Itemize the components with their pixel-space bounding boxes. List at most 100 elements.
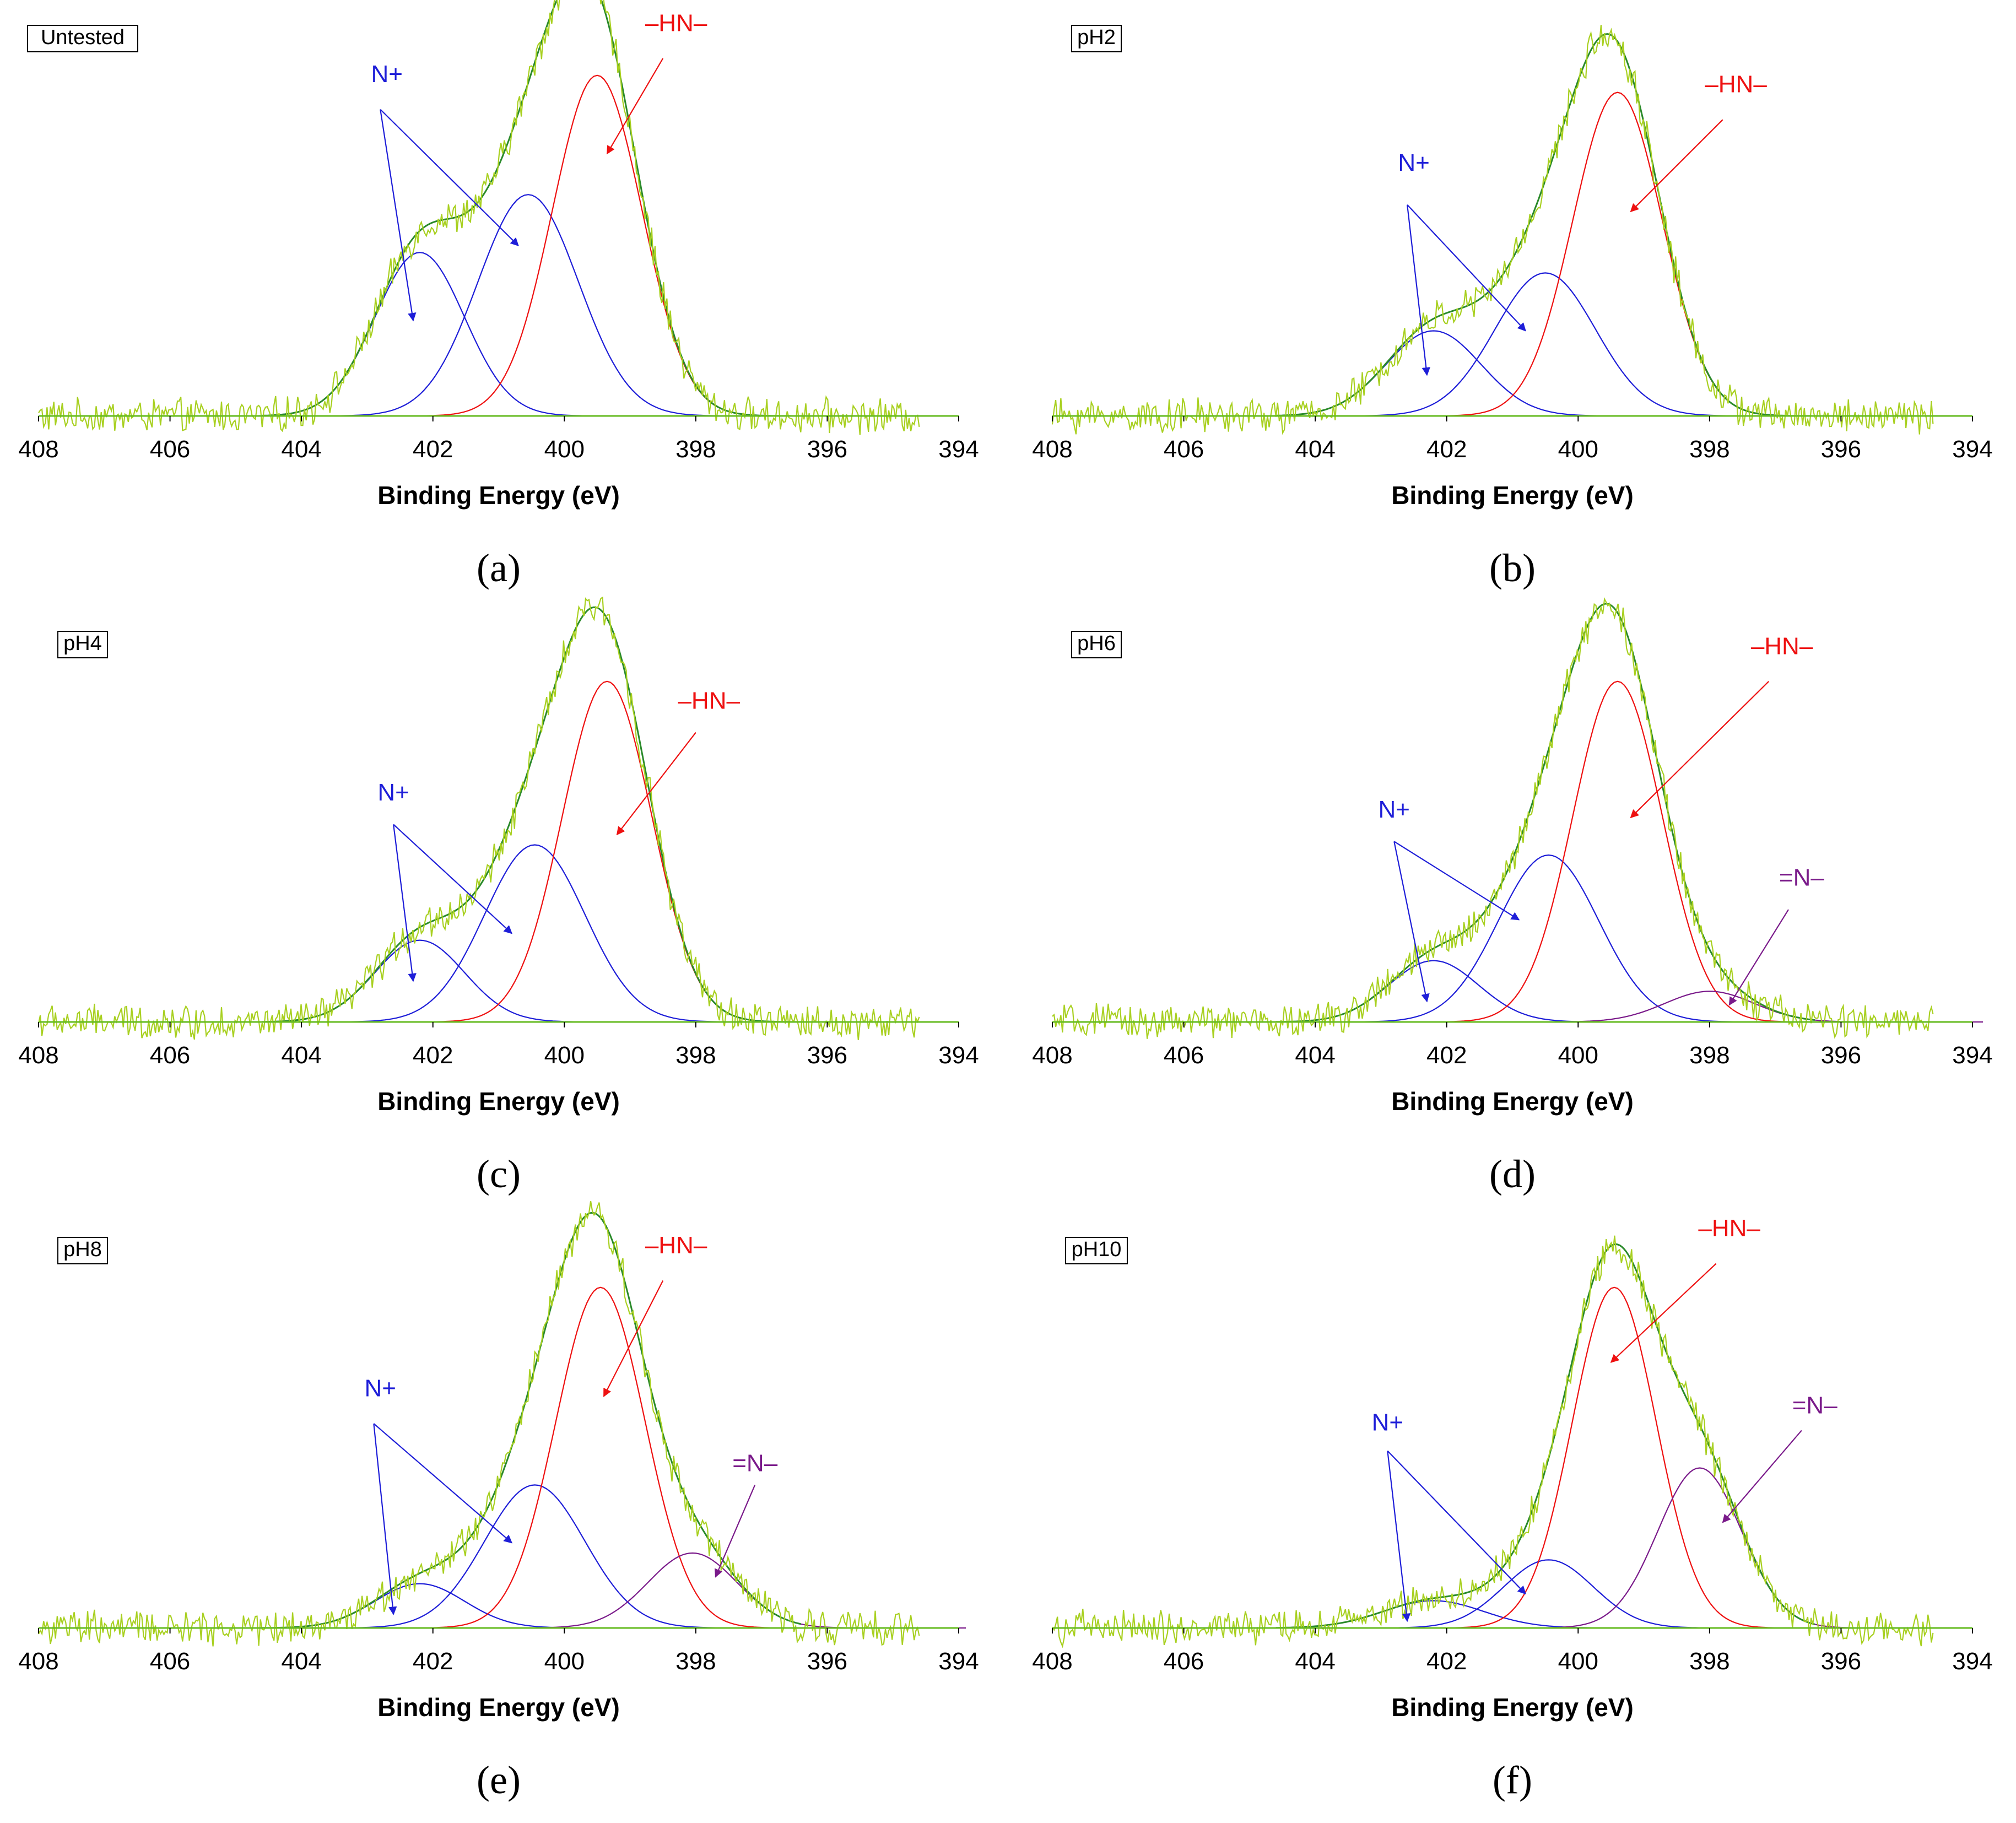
badge-frame <box>27 25 138 52</box>
panel-caption: (a) <box>477 546 521 590</box>
badge-frame <box>1071 25 1122 52</box>
x-tick-label: 404 <box>1295 1648 1335 1675</box>
raw-spectrum <box>38 1201 920 1647</box>
annotation-arrow <box>1387 1451 1411 1622</box>
component-curve <box>146 252 694 417</box>
panel-badge: pH8 <box>57 1237 108 1264</box>
annotation-label: =N– <box>1779 864 1824 891</box>
panel-caption: (b) <box>1489 546 1536 590</box>
peak-annotation: N+ <box>1379 796 1520 1003</box>
component-curve <box>333 680 881 1023</box>
x-axis-title: Binding Energy (eV) <box>1391 1693 1634 1722</box>
envelope-fit <box>1275 1243 1815 1629</box>
peak-annotation: –HN– <box>603 1232 707 1398</box>
badge-frame <box>57 1237 108 1264</box>
peak-annotation: =N– <box>715 1450 778 1578</box>
raw-spectrum <box>37 596 920 1040</box>
panel-5: pH8 408 406 404 402 400 398 396 394 Binding Energ… <box>18 1201 979 1802</box>
panel-badge: pH4 <box>57 631 108 658</box>
x-tick-label: 396 <box>807 1648 847 1675</box>
annotation-arrow <box>373 1423 513 1544</box>
x-tick-label: 402 <box>413 1648 453 1675</box>
component-curve <box>146 1583 694 1629</box>
x-tick-label: 400 <box>1558 1042 1598 1069</box>
x-tick-label: 408 <box>18 1042 58 1069</box>
x-tick-label: 394 <box>938 1648 979 1675</box>
annotation-label: N+ <box>371 61 402 88</box>
component-curve <box>220 194 836 417</box>
x-axis-title: Binding Energy (eV) <box>1391 481 1634 510</box>
x-axis-title: Binding Energy (eV) <box>377 1693 620 1722</box>
annotation-label: N+ <box>1398 149 1429 176</box>
x-tick-label: 402 <box>1426 1648 1467 1675</box>
annotation-arrow <box>606 58 664 155</box>
annotation-label: –HN– <box>1751 632 1813 659</box>
x-tick-label: 398 <box>675 436 716 463</box>
x-tick-label: 396 <box>1821 1648 1861 1675</box>
raw-spectrum <box>1052 1235 1934 1648</box>
peak-annotation: –HN– <box>1630 71 1767 213</box>
x-tick-label: 398 <box>1689 436 1729 463</box>
annotation-arrow <box>1630 119 1723 213</box>
annotation-arrow <box>1630 681 1769 819</box>
component-curve <box>1344 680 1891 1023</box>
panel-2: pH2 408 406 404 402 400 398 396 394 Binding Energ… <box>1032 25 1993 590</box>
x-tick-label: 396 <box>807 436 847 463</box>
x-tick-label: 406 <box>150 1648 190 1675</box>
badge-label: pH8 <box>63 1238 102 1261</box>
panel-badge: pH2 <box>1071 25 1122 52</box>
x-axis-title: Binding Energy (eV) <box>1391 1087 1634 1116</box>
annotation-arrow <box>393 824 512 934</box>
x-tick-label: 400 <box>544 436 585 463</box>
panel-4: pH6 408 406 404 402 400 398 396 394 Binding Energ… <box>1032 597 1993 1196</box>
annotation-arrow <box>1387 1450 1526 1595</box>
x-tick-label: 402 <box>1426 1042 1467 1069</box>
panel-3: pH4 408 406 404 402 400 398 396 394 Binding Energ… <box>18 596 979 1196</box>
annotation-label: –HN– <box>645 9 707 36</box>
badge-frame <box>1065 1237 1128 1264</box>
x-tick-label: 408 <box>1032 1042 1072 1069</box>
annotation-label: –HN– <box>1698 1215 1760 1242</box>
badge-label: pH6 <box>1077 632 1116 655</box>
x-tick-label: 406 <box>1164 1648 1204 1675</box>
annotation-arrow <box>1722 1430 1802 1523</box>
annotation-label: N+ <box>1379 796 1410 823</box>
x-tick-label: 402 <box>413 1042 453 1069</box>
x-tick-label: 394 <box>1952 1042 1992 1069</box>
x-tick-label: 404 <box>281 1648 321 1675</box>
component-curve <box>1443 1467 1956 1629</box>
x-tick-label: 406 <box>1164 1042 1204 1069</box>
x-tick-label: 396 <box>1821 436 1861 463</box>
annotation-arrow <box>1393 841 1430 1003</box>
raw-spectrum <box>38 0 920 435</box>
x-tick-label: 398 <box>675 1042 716 1069</box>
x-tick-label: 396 <box>1821 1042 1861 1069</box>
annotation-arrow <box>1407 204 1526 332</box>
panel-6: pH10 408 406 404 402 400 398 396 394 Binding Ener… <box>1032 1215 1992 1802</box>
panel-caption: (e) <box>477 1758 521 1802</box>
badge-frame <box>1071 631 1122 658</box>
envelope-fit <box>1275 603 1815 1023</box>
peak-annotation: N+ <box>365 1375 513 1615</box>
annotation-arrow <box>603 1280 664 1398</box>
panel-caption: (c) <box>477 1152 521 1196</box>
peak-annotation: N+ <box>1398 149 1526 376</box>
x-tick-label: 404 <box>1295 436 1335 463</box>
badge-frame <box>57 631 108 658</box>
x-axis-title: Binding Energy (eV) <box>377 481 620 510</box>
badge-label: pH4 <box>63 632 102 655</box>
panel-caption: (f) <box>1493 1758 1532 1802</box>
peak-annotation: =N– <box>1728 864 1824 1006</box>
component-curve <box>323 74 871 417</box>
component-curve <box>227 1484 842 1629</box>
x-tick-label: 400 <box>544 1648 585 1675</box>
annotation-label: –HN– <box>678 687 740 714</box>
annotation-arrow <box>1407 204 1430 376</box>
x-tick-label: 408 <box>1032 436 1072 463</box>
panel-badge: pH10 <box>1065 1237 1128 1264</box>
annotation-arrow <box>1610 1263 1717 1363</box>
raw-spectrum <box>1052 597 1934 1039</box>
peak-annotation: N+ <box>377 779 512 982</box>
annotation-arrow <box>1393 841 1520 921</box>
annotation-label: –HN– <box>645 1232 707 1259</box>
